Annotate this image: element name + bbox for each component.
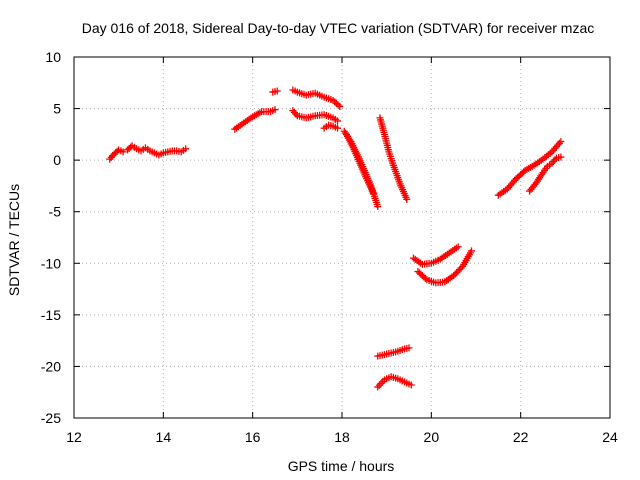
data-point	[336, 103, 344, 111]
data-point	[329, 96, 337, 104]
y-tick-label: -15	[41, 307, 61, 323]
data-point	[273, 87, 281, 95]
y-tick-label: 0	[53, 152, 61, 168]
data-point	[119, 148, 127, 156]
data-point	[334, 101, 342, 109]
data-point	[557, 138, 565, 146]
data-point	[374, 203, 382, 211]
data-point	[334, 117, 342, 125]
x-tick-label: 24	[602, 429, 618, 445]
chart-title: Day 016 of 2018, Sidereal Day-to-day VTE…	[82, 20, 595, 36]
plot-frame	[73, 56, 611, 419]
data-point	[271, 106, 279, 114]
data-point	[405, 344, 413, 352]
y-axis-label: SDTVAR / TECUs	[6, 184, 22, 296]
y-tick-label: 5	[53, 101, 61, 117]
y-tick-label: -10	[41, 255, 61, 271]
x-tick-label: 16	[245, 429, 261, 445]
x-axis-label: GPS time / hours	[288, 458, 395, 474]
data-point	[334, 124, 342, 132]
y-tick-label: -25	[41, 410, 61, 426]
x-tick-label: 14	[156, 429, 172, 445]
data-point	[331, 98, 339, 106]
data-point	[407, 381, 415, 389]
y-tick-label: -20	[41, 358, 61, 374]
y-tick-label: 10	[45, 49, 61, 65]
data-point	[557, 153, 565, 161]
data-point	[421, 274, 429, 282]
x-tick-label: 22	[513, 429, 529, 445]
grid-layer	[74, 57, 610, 418]
data-point	[468, 247, 476, 255]
y-tick-label: -5	[49, 204, 62, 220]
tick-layer: 12 14 16 18 20 22 24 -25 -20 -15 -10 -5 0 5 10	[41, 49, 618, 445]
x-tick-label: 12	[66, 429, 82, 445]
data-point	[403, 195, 411, 203]
data-point	[332, 99, 340, 107]
data-point	[369, 189, 377, 197]
x-tick-label: 20	[424, 429, 440, 445]
data-marker-layer	[106, 86, 565, 391]
data-point	[182, 145, 190, 153]
x-tick-label: 18	[334, 429, 350, 445]
data-point	[454, 243, 462, 251]
